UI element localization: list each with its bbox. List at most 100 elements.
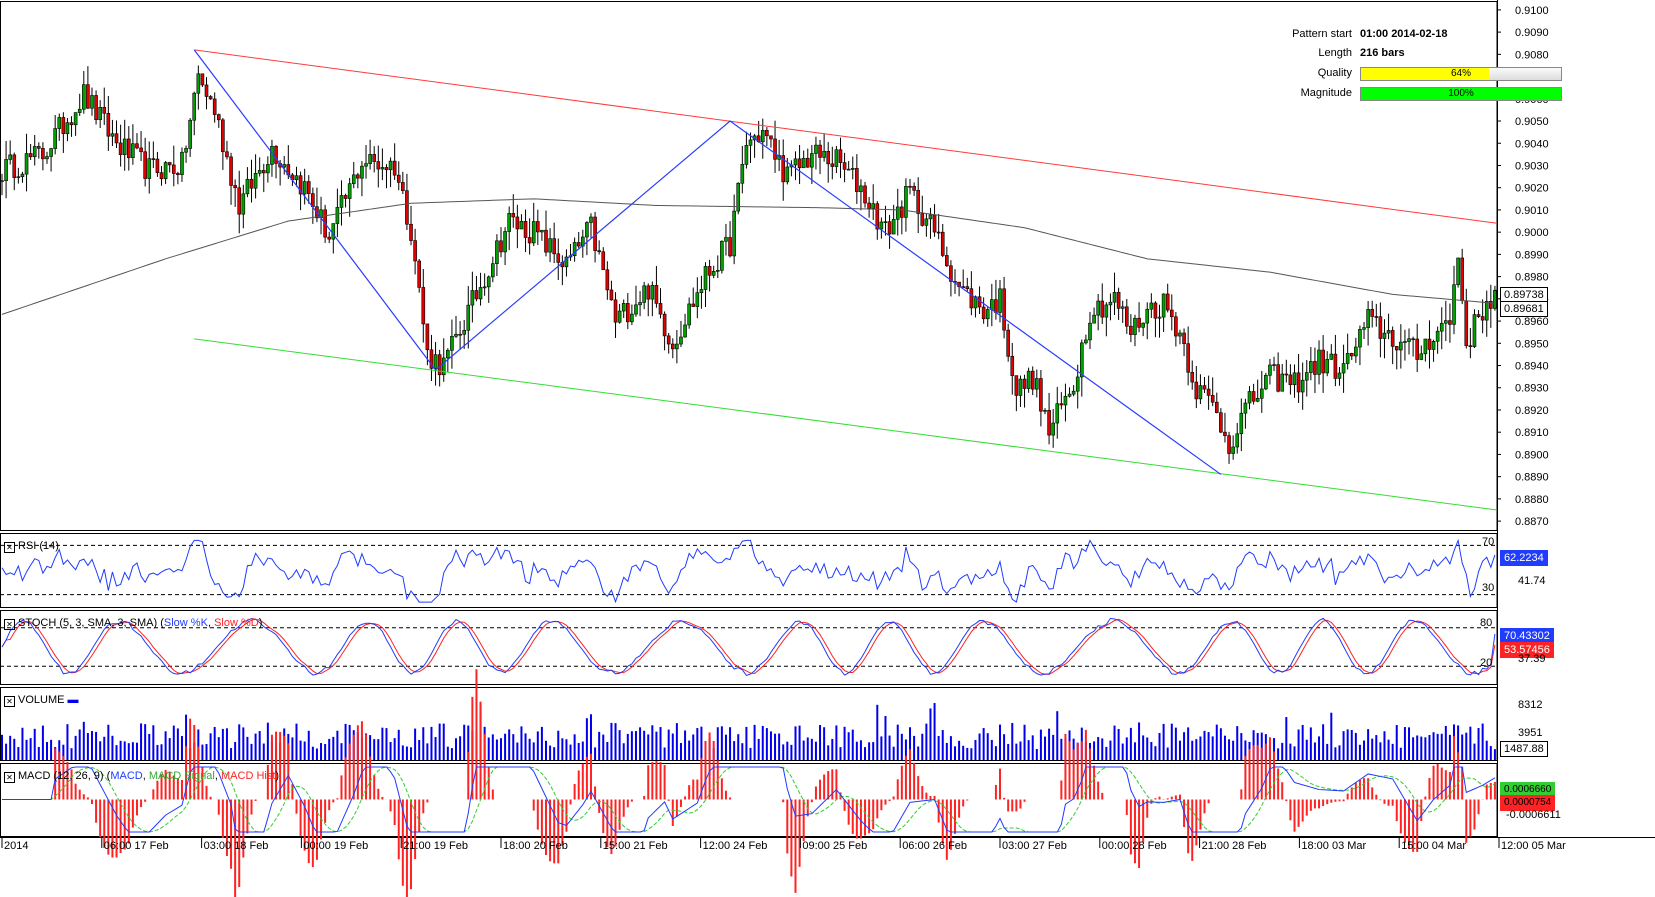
candle [364, 163, 368, 167]
candle [270, 145, 274, 165]
candle [507, 213, 511, 232]
candle [715, 270, 720, 272]
candle [61, 117, 66, 135]
candle [306, 181, 311, 194]
x-tick-label: 18:00 20 Feb [503, 840, 568, 852]
macd-line [2, 766, 1496, 833]
candle [1292, 372, 1297, 386]
candle [1464, 300, 1469, 346]
x-tick-label: 03:00 18 Feb [204, 840, 269, 852]
candle [1296, 372, 1301, 393]
candle [1104, 304, 1109, 318]
candle [1108, 301, 1113, 306]
candle [1100, 300, 1105, 318]
candle [805, 157, 810, 168]
y-tick-label: 0.9030 [1515, 160, 1549, 172]
candle [998, 288, 1002, 313]
candle [883, 221, 888, 223]
candle [102, 107, 107, 114]
candle [1415, 338, 1419, 360]
candle [1329, 353, 1334, 360]
candle [1006, 329, 1010, 357]
rsi-level-30: 30 [1482, 582, 1495, 594]
candle [204, 84, 209, 97]
candle [1362, 327, 1366, 330]
candle [797, 158, 802, 169]
candle [1399, 341, 1403, 351]
candle [1431, 340, 1436, 350]
candle [372, 154, 377, 162]
candle [1382, 332, 1387, 339]
candle [1255, 397, 1260, 402]
volume-level-2: 3951 [1518, 727, 1543, 739]
candle [1349, 353, 1354, 357]
candle [196, 73, 201, 94]
candle [625, 303, 630, 323]
candle [106, 112, 111, 137]
candle [769, 135, 773, 140]
macd-line-label: MACD [110, 770, 143, 782]
candle [564, 256, 569, 268]
candle [1480, 316, 1485, 321]
x-tick-label: 21:00 28 Feb [1202, 840, 1267, 852]
candle [200, 73, 205, 86]
candle [409, 223, 413, 241]
candle [1403, 341, 1407, 343]
quality-bar-fill [1361, 68, 1489, 80]
close-icon[interactable]: ✕ [4, 542, 15, 553]
y-tick-label: 0.9000 [1515, 227, 1549, 239]
candle [1378, 316, 1383, 339]
candle [1071, 390, 1076, 395]
rsi-line [1, 538, 1496, 604]
close-icon[interactable]: ✕ [4, 619, 15, 630]
candle [454, 333, 458, 337]
close-icon[interactable]: ✕ [4, 696, 15, 707]
candle [801, 157, 806, 169]
candle [302, 181, 307, 195]
length-value: 216 bars [1360, 47, 1405, 59]
candle [417, 260, 421, 288]
candle [69, 122, 74, 126]
candle [973, 296, 978, 309]
candle [65, 122, 70, 135]
candle [1010, 356, 1015, 376]
stoch-level-20: 20 [1480, 657, 1493, 669]
candle [1214, 401, 1219, 413]
candle [1223, 431, 1227, 436]
candle [867, 202, 871, 209]
rsi-panel-label: ✕ RSI (14) [4, 540, 59, 553]
candle [1161, 293, 1166, 318]
close-icon[interactable]: ✕ [4, 772, 15, 783]
candle [1145, 308, 1150, 324]
candle [666, 335, 671, 345]
candle [446, 350, 450, 359]
rsi-value-tag: 62.2234 [1500, 550, 1548, 566]
x-tick-label: 12:00 05 Mar [1501, 840, 1566, 852]
candle [662, 313, 667, 337]
candle [1280, 373, 1285, 392]
candle [1030, 370, 1035, 390]
candle [920, 213, 925, 226]
candle [589, 216, 593, 223]
candle [327, 236, 332, 240]
volume-level-1: 8312 [1518, 699, 1543, 711]
candle [1063, 395, 1068, 406]
y-tick-label: 0.8920 [1515, 405, 1549, 417]
candle [613, 299, 618, 323]
candle [658, 303, 663, 315]
candle [368, 154, 372, 164]
candle [1476, 314, 1481, 317]
candle [1116, 292, 1121, 309]
candle [53, 128, 57, 149]
candle [1419, 353, 1424, 360]
candle [1018, 378, 1023, 396]
candle [1022, 378, 1027, 389]
candle [536, 221, 540, 233]
stoch-d-tag: 53.57456 [1500, 642, 1554, 658]
candle [891, 218, 896, 235]
candle [1231, 446, 1235, 454]
candle [1247, 391, 1252, 404]
candle [167, 162, 172, 166]
candle [441, 357, 446, 376]
